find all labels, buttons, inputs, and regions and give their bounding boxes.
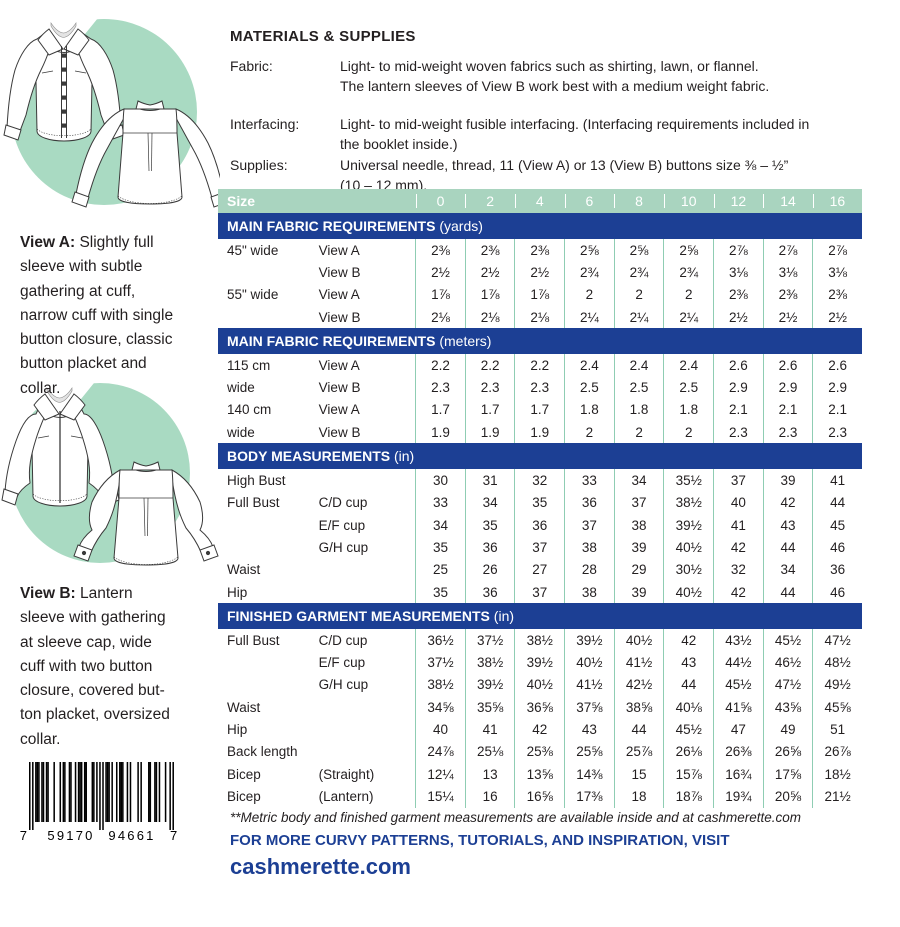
svg-text:7: 7 [20,828,27,843]
svg-text:94661: 94661 [108,828,155,843]
svg-text:7: 7 [170,828,177,843]
svg-text:59170: 59170 [47,828,94,843]
